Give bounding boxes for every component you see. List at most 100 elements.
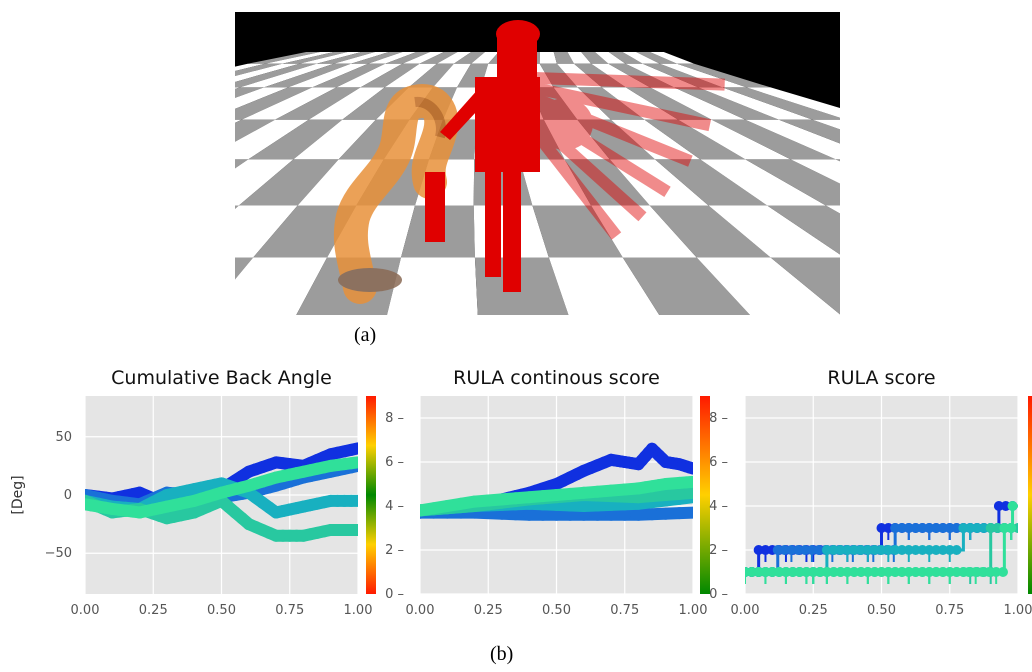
floor-tile bbox=[622, 257, 750, 315]
x-tick-label: 0.75 bbox=[275, 603, 304, 618]
floor-tile bbox=[674, 87, 779, 120]
floor-tile bbox=[636, 52, 678, 64]
data-point bbox=[683, 461, 693, 474]
floor-tile bbox=[288, 63, 368, 88]
floor-tile bbox=[659, 63, 747, 88]
floor-tile bbox=[387, 257, 478, 315]
floor-tile bbox=[275, 87, 361, 120]
data-point bbox=[577, 486, 590, 499]
floor-tile bbox=[248, 119, 343, 160]
floor-tile bbox=[312, 63, 386, 88]
floor-tile bbox=[235, 87, 289, 109]
floor-tile bbox=[581, 52, 609, 64]
y-tick-label: 2 – bbox=[385, 543, 404, 558]
floor-tile bbox=[553, 52, 575, 64]
floor-tile bbox=[235, 87, 313, 120]
floor-tile bbox=[622, 52, 660, 64]
colorbar bbox=[366, 396, 376, 594]
floor-tile bbox=[745, 159, 840, 206]
data-point bbox=[632, 508, 645, 521]
floor-tile bbox=[574, 63, 626, 88]
x-tick-label: 0.75 bbox=[935, 603, 964, 618]
floor-tile bbox=[235, 63, 317, 88]
data-point bbox=[345, 443, 358, 456]
floor-tile bbox=[241, 87, 337, 120]
y-tick-label: −50 bbox=[45, 546, 72, 561]
data-point bbox=[564, 499, 577, 512]
floor-tile bbox=[529, 87, 578, 120]
x-tick-label: 0.75 bbox=[610, 603, 639, 618]
floor-tile bbox=[532, 205, 623, 258]
floor-tile bbox=[711, 119, 836, 160]
floor-tile bbox=[333, 52, 389, 64]
floor-tile bbox=[385, 52, 430, 64]
floor-tile bbox=[432, 63, 471, 88]
data-point bbox=[509, 508, 522, 521]
floor-tile bbox=[235, 159, 294, 206]
floor-tile bbox=[591, 205, 697, 258]
chart-2: 0.00 0.25 0.50 0.75 1.00 8 – 6 – 4 – 2 – 0 – RULA … bbox=[385, 367, 710, 618]
data-point bbox=[441, 500, 454, 512]
floor-tile bbox=[812, 119, 840, 130]
x-tick-label: 0.50 bbox=[542, 603, 571, 618]
floor-tile bbox=[745, 119, 840, 160]
x-tick-label: 0.00 bbox=[731, 603, 760, 618]
floor-tile bbox=[360, 63, 420, 88]
floor-tile bbox=[419, 52, 458, 64]
data-point bbox=[454, 497, 467, 510]
caption-a: (a) bbox=[354, 324, 377, 346]
data-point bbox=[997, 567, 1008, 577]
y-tick-label: 2 – bbox=[709, 543, 728, 558]
floor-tile bbox=[790, 159, 840, 184]
floor-tile bbox=[367, 52, 417, 64]
data-point bbox=[646, 490, 659, 503]
floor-tile bbox=[308, 87, 385, 120]
floor-tile bbox=[235, 257, 328, 315]
data-point bbox=[673, 487, 686, 500]
chart-3: 0.00 0.25 0.50 0.75 1.00 8 – 6 – 4 – 2 – 0 – RULA … bbox=[709, 367, 1032, 618]
floor-tile bbox=[708, 205, 840, 258]
floor-tile bbox=[471, 52, 499, 64]
floor-tile bbox=[591, 63, 650, 88]
y-tick-label: 0 – bbox=[709, 587, 728, 602]
floor-tile bbox=[556, 63, 602, 88]
floor-tile bbox=[264, 52, 334, 64]
data-point bbox=[345, 494, 358, 507]
floor-tile bbox=[247, 52, 320, 64]
floor-tile bbox=[770, 257, 840, 315]
data-point bbox=[468, 495, 481, 508]
floor-tile bbox=[293, 119, 376, 160]
floor-tile bbox=[402, 52, 444, 64]
floor-tile bbox=[677, 63, 771, 88]
floor-tile bbox=[453, 52, 485, 64]
floor-tile bbox=[548, 257, 660, 315]
simulation-scene-image bbox=[235, 12, 840, 315]
data-point bbox=[564, 508, 577, 521]
floor-tile bbox=[835, 159, 840, 162]
data-point bbox=[509, 492, 522, 505]
floor-tile bbox=[746, 87, 840, 118]
x-tick-label: 0.25 bbox=[139, 603, 168, 618]
data-point bbox=[618, 483, 631, 496]
floor-tile bbox=[625, 63, 699, 88]
data-layer bbox=[745, 501, 1018, 584]
data-point bbox=[673, 507, 686, 520]
floor-tile bbox=[543, 119, 610, 160]
data-point bbox=[495, 493, 508, 506]
floor-tile bbox=[608, 52, 643, 64]
colorbar bbox=[700, 396, 710, 594]
y-tick-label: 4 – bbox=[385, 499, 404, 514]
data-layer bbox=[85, 442, 358, 542]
y-tick-label: 8 – bbox=[709, 411, 728, 426]
floor-tile bbox=[235, 87, 265, 98]
x-tick-label: 0.00 bbox=[406, 603, 435, 618]
data-point bbox=[680, 476, 693, 489]
floor-tile bbox=[778, 119, 840, 144]
data-point bbox=[591, 499, 604, 512]
floor-tile bbox=[342, 87, 409, 120]
data-point bbox=[605, 484, 618, 497]
floor-tile bbox=[698, 87, 813, 120]
data-point bbox=[550, 489, 563, 501]
y-tick-label: 8 – bbox=[385, 411, 404, 426]
floor-tile bbox=[649, 205, 771, 258]
